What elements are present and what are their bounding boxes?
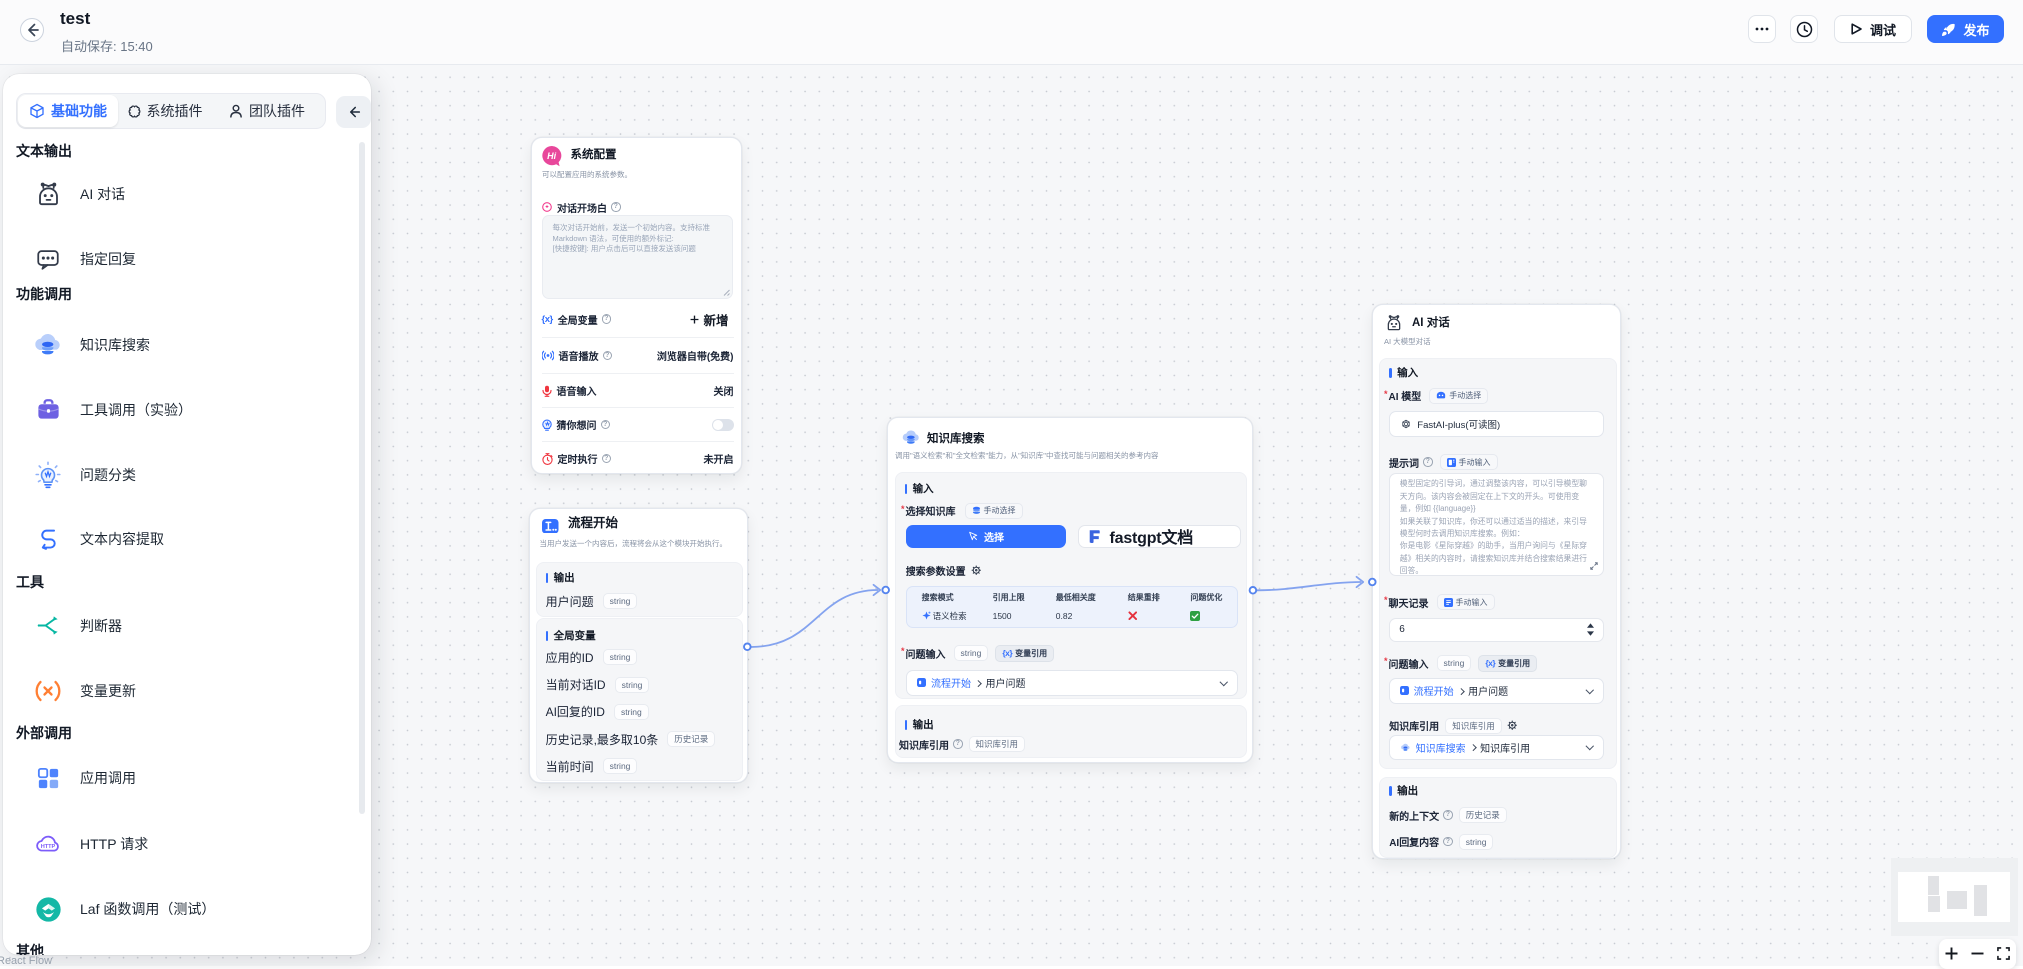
- svg-text:HTTP: HTTP: [41, 843, 56, 849]
- svg-text:Hi: Hi: [547, 151, 556, 161]
